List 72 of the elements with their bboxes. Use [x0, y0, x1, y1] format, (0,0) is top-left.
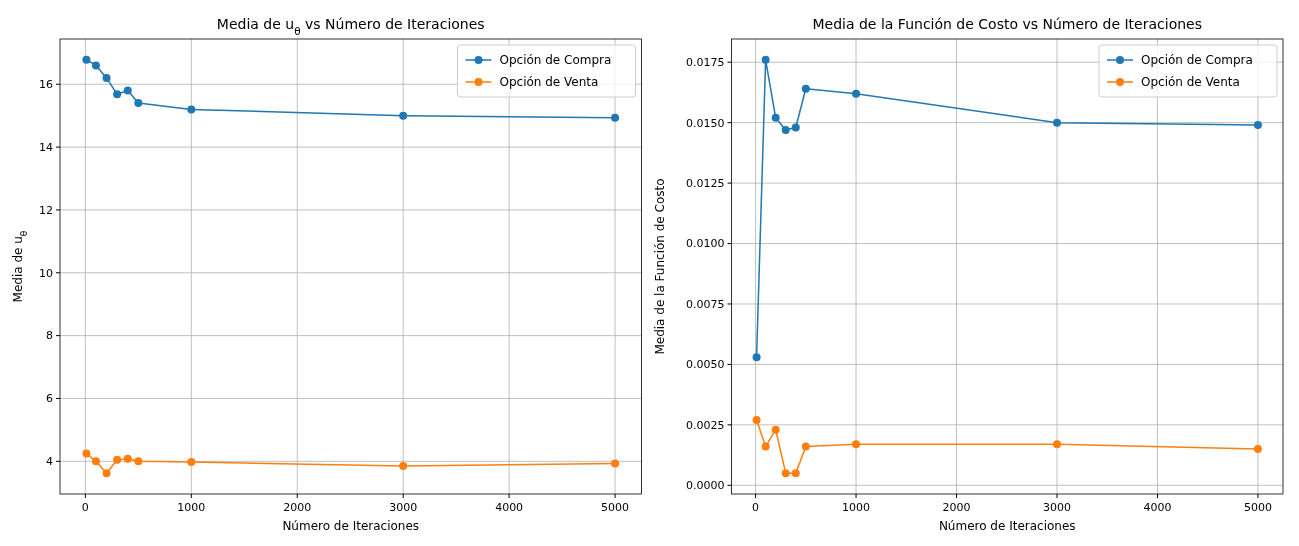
- point: [113, 455, 122, 464]
- point: [1052, 440, 1061, 449]
- point: [752, 416, 761, 425]
- x-tick-label: 3000: [389, 501, 418, 514]
- point: [123, 86, 132, 95]
- point: [187, 457, 196, 466]
- x-tick-label: 5000: [1243, 501, 1272, 514]
- y-tick-label: 12: [39, 203, 53, 217]
- x-tick-label: 3000: [1042, 501, 1071, 514]
- chart-title: Media de la Función de Costo vs Número de Iteraciones: [812, 16, 1203, 32]
- point: [771, 425, 780, 434]
- point: [1052, 118, 1061, 127]
- point: [781, 469, 790, 478]
- point: [791, 123, 800, 132]
- y-tick-label: 0.0150: [686, 116, 725, 130]
- y-tick-label: 0.0100: [686, 237, 725, 251]
- y-tick-label: 16: [39, 78, 53, 92]
- y-tick-label: 10: [39, 266, 53, 280]
- point: [399, 462, 408, 471]
- point: [611, 113, 620, 122]
- x-tick-label: 5000: [601, 501, 630, 514]
- x-tick-label: 0: [752, 501, 760, 514]
- point: [134, 99, 143, 108]
- y-tick-label: 14: [39, 140, 53, 154]
- x-tick-label: 2000: [942, 501, 971, 514]
- point: [134, 457, 143, 466]
- point: [123, 454, 132, 463]
- point: [91, 457, 100, 466]
- y-tick-label: 4: [46, 455, 53, 469]
- x-tick-label: 4000: [1143, 501, 1172, 514]
- y-tick-label: 0.0025: [686, 418, 725, 432]
- point: [761, 442, 770, 451]
- y-tick-label: 0.0125: [686, 176, 725, 190]
- x-tick-label: 4000: [495, 501, 524, 514]
- legend-label: Opción de Compra: [499, 53, 612, 68]
- point: [801, 442, 810, 451]
- point: [102, 469, 111, 478]
- x-tick-label: 0: [81, 501, 89, 514]
- point: [91, 61, 100, 70]
- point: [82, 449, 91, 458]
- legend-label: Opción de Compra: [1141, 53, 1253, 68]
- y-tick-label: 0.0050: [686, 358, 725, 372]
- point: [791, 469, 800, 478]
- point: [187, 105, 196, 114]
- x-tick-label: 1000: [177, 501, 206, 514]
- point: [771, 113, 780, 122]
- point: [752, 353, 761, 362]
- x-tick-label: 2000: [283, 501, 312, 514]
- point: [399, 111, 408, 120]
- point: [852, 440, 861, 449]
- y-tick-label: 0.0075: [686, 297, 725, 311]
- y-tick-label: 6: [46, 392, 53, 406]
- chart-title: Media de u$_{θ}$ vs Número de Iteraciones: [216, 16, 485, 37]
- x-axis-title: Número de Iteraciones: [282, 519, 420, 533]
- point: [801, 84, 810, 93]
- legend-label: Opción de Venta: [499, 75, 599, 90]
- point: [1253, 121, 1262, 130]
- point: [611, 459, 620, 468]
- y-tick-label: 0.0000: [686, 479, 725, 493]
- y-axis-title: Media de la Función de Costo: [652, 178, 667, 355]
- point: [852, 89, 861, 98]
- point: [82, 55, 91, 64]
- y-tick-label: 0.0175: [686, 56, 725, 70]
- point: [781, 125, 790, 134]
- legend-label: Opción de Venta: [1141, 75, 1240, 90]
- point: [1253, 445, 1262, 454]
- point: [113, 90, 122, 99]
- point: [761, 55, 770, 64]
- y-tick-label: 8: [46, 329, 53, 343]
- x-tick-label: 1000: [842, 501, 871, 514]
- point: [102, 73, 111, 82]
- x-axis-title: Número de Iteraciones: [938, 519, 1076, 533]
